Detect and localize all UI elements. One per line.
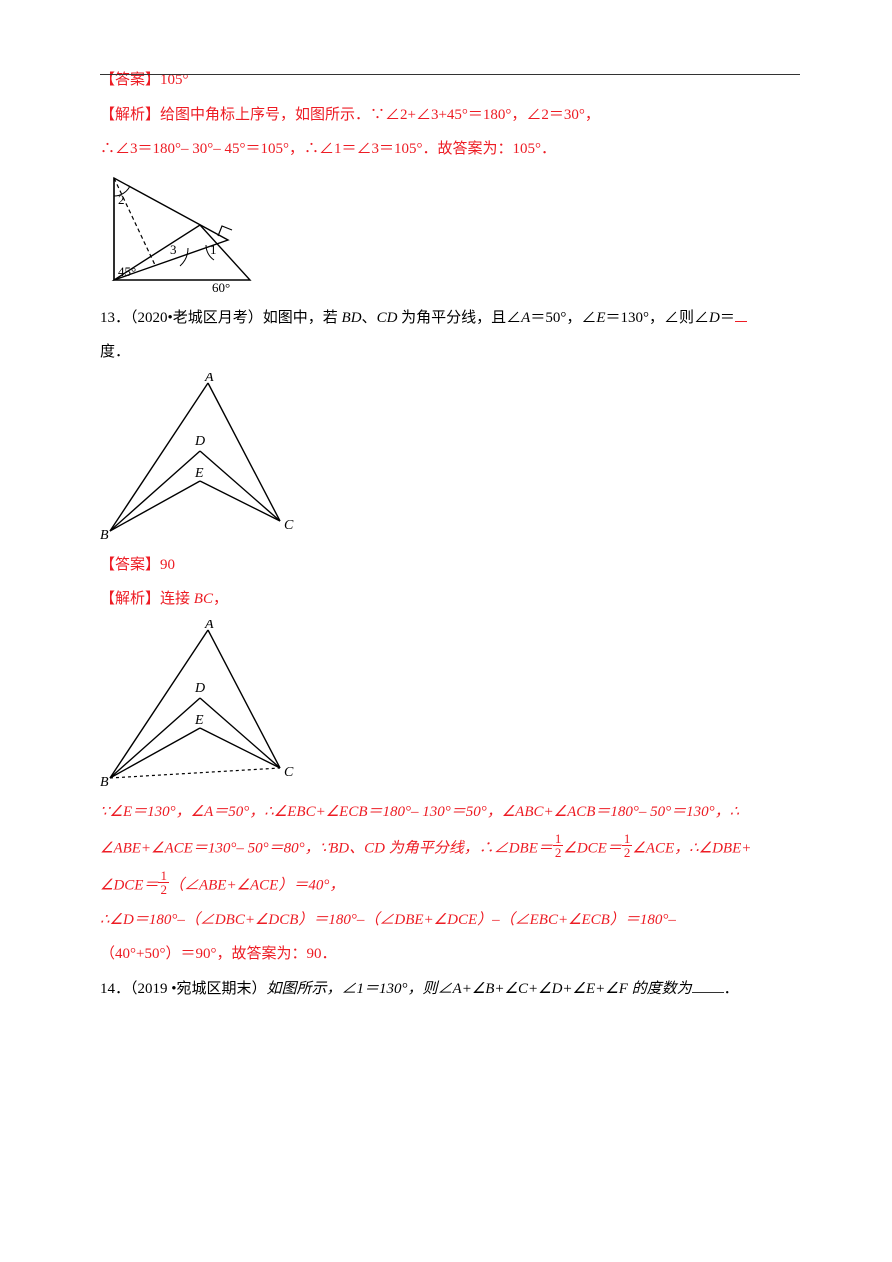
q14-tail: ． [724, 981, 739, 997]
figure-2-svg: A B C D E [100, 373, 300, 545]
solution-text: 连接 [160, 591, 194, 607]
svg-text:D: D [194, 434, 205, 449]
q13-E: E [596, 310, 605, 326]
svg-text:A: A [204, 620, 214, 632]
q13-number: 13． [100, 310, 130, 326]
svg-text:60°: 60° [212, 280, 230, 295]
svg-text:A: A [204, 373, 214, 385]
solution-label: 【解析】 [100, 591, 160, 607]
q13-text: 、 [362, 310, 377, 326]
figure-1-svg: 2 3 1 45° 60° [100, 170, 260, 298]
solution-12-line2: ∴∠3＝180°– 30°– 45°＝105°，∴∠1＝∠3＝105°．故答案为… [100, 135, 820, 164]
q13-source: （2020•老城区月考） [130, 310, 263, 326]
question-14: 14．（2019 •宛城区期末）如图所示，∠1＝130°，则∠A+∠B+∠C+∠… [100, 975, 820, 1004]
svg-text:E: E [194, 713, 204, 728]
q13-text: 如图中，若 [263, 310, 342, 326]
solution-text: （40°+50°）＝90°，故答案为：90． [100, 946, 336, 962]
blank [735, 306, 747, 322]
solution-13b-l5: （40°+50°）＝90°，故答案为：90． [100, 940, 820, 969]
answer-value: 90 [160, 557, 175, 573]
solution-text: ∠ABE+∠ACE＝130°– 50°＝80°，∵BD、CD 为角平分线，∴∠D… [100, 840, 553, 856]
q13-A: A [521, 310, 530, 326]
figure-3: A B C D E [100, 620, 820, 792]
solution-text: ∠ACE，∴∠DBE+ [632, 840, 751, 856]
figure-2: A B C D E [100, 373, 820, 545]
comma: ， [213, 591, 228, 607]
q13-cd: CD [377, 310, 398, 326]
svg-text:B: B [100, 775, 109, 790]
question-13-tail: 度． [100, 338, 820, 367]
header-rule [100, 74, 800, 75]
q14-body: 如图所示，∠1＝130°，则∠A+∠B+∠C+∠D+∠E+∠F 的度数为 [267, 981, 692, 997]
figure-3-svg: A B C D E [100, 620, 300, 792]
q13-tail: 度． [100, 344, 130, 360]
svg-text:1: 1 [210, 242, 217, 257]
svg-text:C: C [284, 518, 294, 533]
blank [692, 977, 724, 993]
q13-text: ＝50°，∠ [530, 310, 596, 326]
svg-text:D: D [194, 681, 205, 696]
solution-text: ∴∠D＝180°–（∠DBC+∠DCB）＝180°–（∠DBE+∠DCE）–（∠… [100, 912, 676, 928]
solution-13b-l4: ∴∠D＝180°–（∠DBC+∠DCB）＝180°–（∠DBE+∠DCE）–（∠… [100, 906, 820, 935]
q13-bd: BD [342, 310, 362, 326]
q14-number: 14． [100, 981, 130, 997]
solution-13-line0: 【解析】连接 BC， [100, 585, 820, 614]
solution-12-line1: 【解析】给图中角标上序号，如图所示．∵∠2+∠3+45°＝180°，∠2＝30°… [100, 101, 820, 130]
answer-12: 【答案】105° [100, 66, 820, 95]
answer-13: 【答案】90 [100, 551, 820, 580]
solution-text: ∴∠3＝180°– 30°– 45°＝105°，∴∠1＝∠3＝105°．故答案为… [100, 141, 556, 157]
solution-text: 给图中角标上序号，如图所示．∵∠2+∠3+45°＝180°，∠2＝30°， [160, 107, 600, 123]
bc: BC [194, 591, 213, 607]
solution-text: ∠DCE＝ [100, 877, 158, 893]
solution-text: ∠DCE＝ [563, 840, 621, 856]
fraction-half: 12 [553, 832, 564, 859]
svg-text:3: 3 [170, 242, 177, 257]
svg-text:E: E [194, 466, 204, 481]
solution-label: 【解析】 [100, 107, 160, 123]
svg-text:2: 2 [118, 192, 125, 207]
q14-source: （2019 •宛城区期末） [130, 981, 267, 997]
solution-text: （∠ABE+∠ACE）＝40°， [169, 877, 344, 893]
fraction-half: 12 [622, 832, 633, 859]
solution-13b-l1: ∵∠E＝130°，∠A＝50°，∴∠EBC+∠ECB＝180°– 130°＝50… [100, 798, 820, 827]
solution-text: ∵∠E＝130°，∠A＝50°，∴∠EBC+∠ECB＝180°– 130°＝50… [100, 804, 739, 820]
q13-text: ＝ [720, 310, 735, 326]
svg-text:C: C [284, 765, 294, 780]
fraction-half: 12 [158, 869, 169, 896]
question-13: 13．（2020•老城区月考）如图中，若 BD、CD 为角平分线，且∠A＝50°… [100, 304, 820, 333]
q13-text: ＝130°，∠则∠ [606, 310, 710, 326]
solution-13b-l2: ∠ABE+∠ACE＝130°– 50°＝80°，∵BD、CD 为角平分线，∴∠D… [100, 832, 820, 863]
svg-text:45°: 45° [118, 264, 136, 279]
solution-13b-l3: ∠DCE＝12（∠ABE+∠ACE）＝40°， [100, 869, 820, 900]
answer-label: 【答案】 [100, 557, 160, 573]
svg-text:B: B [100, 528, 109, 543]
q13-text: 为角平分线，且∠ [397, 310, 521, 326]
page-content: 【答案】105° 【解析】给图中角标上序号，如图所示．∵∠2+∠3+45°＝18… [100, 66, 820, 1003]
q13-D: D [709, 310, 720, 326]
figure-1: 2 3 1 45° 60° [100, 170, 820, 298]
